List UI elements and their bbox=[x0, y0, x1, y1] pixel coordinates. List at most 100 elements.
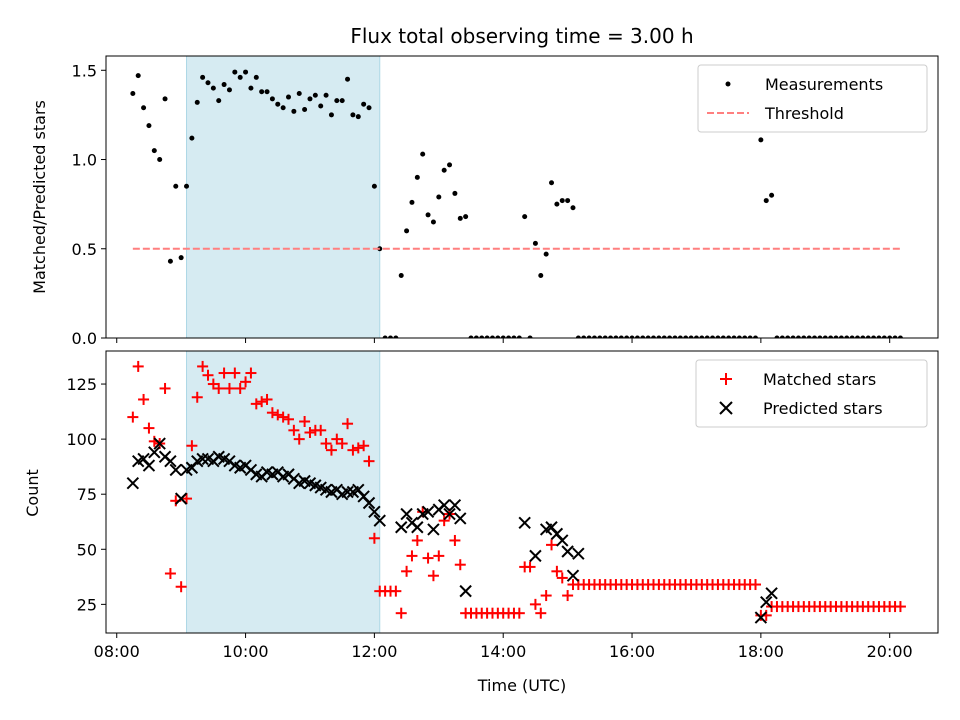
measurements-point bbox=[806, 335, 812, 338]
matched-stars-point bbox=[524, 561, 536, 573]
matched-stars-point bbox=[422, 552, 434, 564]
measurements-point bbox=[897, 335, 903, 338]
measurements-point bbox=[189, 135, 195, 141]
matched-stars-point bbox=[320, 438, 332, 450]
measurements-point bbox=[527, 335, 533, 338]
matched-stars-point bbox=[277, 411, 289, 423]
measurements-point bbox=[817, 335, 823, 338]
measurements-point bbox=[452, 190, 458, 196]
matched-stars-point bbox=[261, 393, 273, 405]
matched-stars-point bbox=[240, 376, 252, 388]
top-legend: Measurements Threshold bbox=[697, 64, 928, 133]
measurements-point bbox=[495, 335, 501, 338]
measurements-point bbox=[334, 98, 340, 104]
measurements-point bbox=[323, 92, 329, 98]
measurements-point bbox=[291, 108, 297, 114]
measurements-point bbox=[184, 183, 190, 189]
measurements-point bbox=[532, 240, 538, 246]
measurements-point bbox=[296, 90, 302, 96]
matched-stars-point bbox=[556, 572, 568, 584]
predicted-stars-point bbox=[126, 476, 140, 490]
matched-stars-point bbox=[449, 534, 461, 546]
matched-stars-point bbox=[186, 440, 198, 452]
legend-measurements-label: Measurements bbox=[765, 75, 883, 94]
y-tick-label: 1.5 bbox=[72, 61, 97, 80]
predicted-stars-point bbox=[572, 547, 585, 560]
matched-stars-point bbox=[438, 515, 450, 527]
measurements-point bbox=[264, 89, 270, 95]
measurements-point bbox=[887, 335, 893, 338]
measurements-point bbox=[167, 258, 173, 264]
matched-stars-point bbox=[299, 416, 311, 427]
measurements-point bbox=[522, 214, 528, 220]
matched-stars-point bbox=[138, 393, 150, 405]
bottom-panel: 25 50 75 100 125 08:00 10:00 12:00 14:00 16:00 18… bbox=[23, 350, 939, 695]
predicted-stars-point bbox=[556, 534, 569, 547]
measurements-point bbox=[640, 335, 646, 338]
measurements-point bbox=[629, 335, 635, 338]
measurements-point bbox=[269, 96, 275, 102]
measurements-point bbox=[731, 335, 737, 338]
measurements-point bbox=[892, 335, 898, 338]
predicted-stars-point bbox=[561, 545, 574, 558]
legend-measurements-marker bbox=[725, 81, 731, 87]
measurements-point bbox=[752, 335, 758, 338]
measurements-point bbox=[414, 174, 420, 180]
measurements-point bbox=[361, 101, 367, 107]
matched-stars-point bbox=[181, 493, 193, 505]
measurements-point bbox=[565, 198, 571, 204]
measurements-point bbox=[693, 335, 699, 338]
matched-stars-point bbox=[250, 398, 262, 410]
measurements-point bbox=[586, 335, 592, 338]
matched-stars-point bbox=[417, 506, 429, 518]
measurements-point bbox=[618, 335, 624, 338]
matched-stars-point bbox=[454, 559, 466, 571]
measurements-point bbox=[844, 335, 850, 338]
matched-stars-point bbox=[535, 607, 547, 619]
predicted-stars-point bbox=[169, 463, 182, 477]
legend-predicted-marker bbox=[719, 401, 733, 415]
predicted-stars-point bbox=[373, 514, 386, 527]
matched-stars-point bbox=[749, 579, 761, 591]
measurements-point bbox=[302, 107, 308, 113]
measurements-point bbox=[253, 74, 259, 80]
measurements-point bbox=[210, 85, 216, 91]
matched-stars-point bbox=[325, 444, 337, 456]
measurements-point bbox=[602, 335, 608, 338]
measurements-point bbox=[420, 151, 426, 157]
measurements-point bbox=[457, 215, 463, 221]
bottom-plot-frame bbox=[105, 350, 939, 634]
measurements-point bbox=[543, 251, 549, 257]
measurements-point bbox=[216, 98, 222, 104]
measurements-point bbox=[769, 192, 775, 198]
measurements-point bbox=[871, 335, 877, 338]
measurements-point bbox=[489, 335, 495, 338]
measurements-point bbox=[763, 198, 769, 204]
measurements-point bbox=[854, 335, 860, 338]
measurements-point bbox=[221, 82, 227, 88]
x-tick-label: 20:00 bbox=[867, 642, 913, 661]
measurements-point bbox=[812, 335, 818, 338]
matched-stars-point bbox=[293, 433, 305, 445]
matched-stars-point bbox=[127, 411, 139, 423]
measurements-point bbox=[575, 335, 581, 338]
matched-stars-point bbox=[529, 598, 541, 610]
measurements-point bbox=[275, 101, 281, 107]
measurements-point bbox=[146, 123, 152, 129]
matched-stars-point bbox=[272, 409, 284, 421]
measurements-point bbox=[822, 335, 828, 338]
measurements-point bbox=[307, 96, 313, 102]
predicted-stars-point bbox=[459, 584, 472, 598]
predicted-stars-point bbox=[142, 459, 156, 472]
matched-stars-point bbox=[540, 590, 552, 602]
matched-stars-point bbox=[197, 360, 209, 372]
matched-stars-point bbox=[159, 382, 171, 394]
measurements-point bbox=[720, 335, 726, 338]
matched-stars-point bbox=[175, 581, 187, 593]
matched-stars-point bbox=[191, 391, 203, 403]
y-tick-label: 25 bbox=[77, 595, 97, 614]
measurements-point bbox=[849, 335, 855, 338]
measurements-point bbox=[656, 335, 662, 338]
measurements-point bbox=[243, 69, 249, 75]
